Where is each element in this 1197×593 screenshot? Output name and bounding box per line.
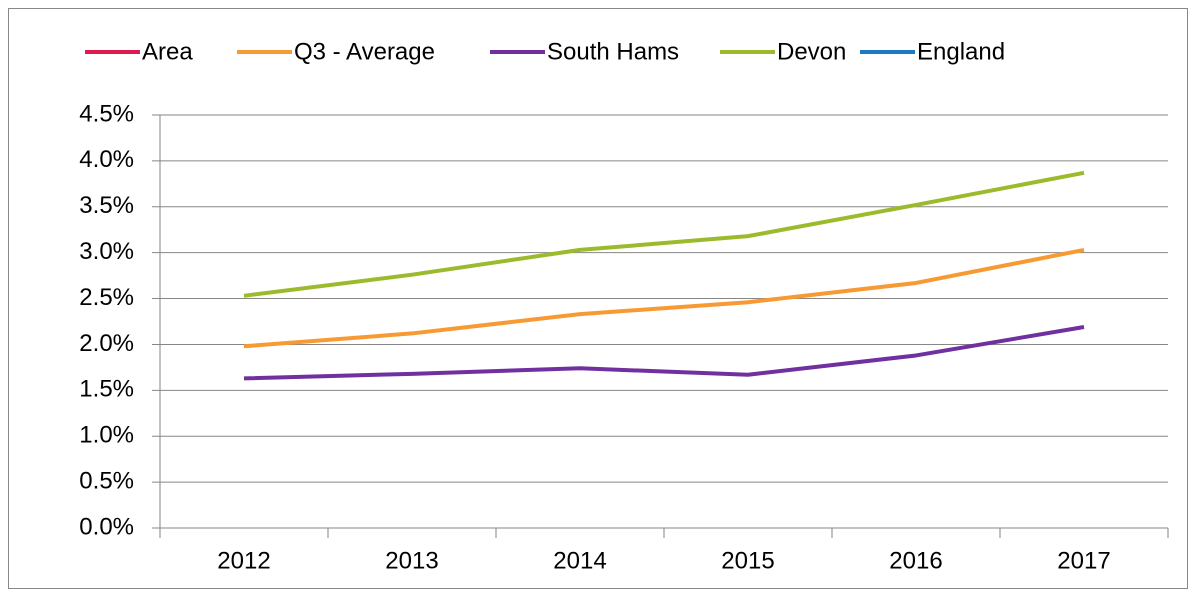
legend-label: South Hams — [547, 38, 679, 65]
x-tick-label: 2016 — [889, 547, 942, 574]
x-tick-label: 2013 — [385, 547, 438, 574]
y-tick-label: 2.0% — [79, 330, 134, 357]
y-tick-label: 2.5% — [79, 284, 134, 311]
legend-label: Q3 - Average — [294, 38, 435, 65]
series-line — [243, 325, 1085, 381]
y-tick-label: 4.5% — [79, 100, 134, 127]
chart-border — [8, 8, 1188, 589]
y-tick-label: 4.0% — [79, 146, 134, 173]
x-tick-label: 2015 — [721, 547, 774, 574]
legend-label: Devon — [777, 38, 846, 65]
legend-label: England — [917, 38, 1005, 65]
x-tick-label: 2012 — [217, 547, 270, 574]
y-tick-label: 0.5% — [79, 467, 134, 494]
x-tick-label: 2014 — [553, 547, 606, 574]
y-tick-label: 3.5% — [79, 192, 134, 219]
series-line — [243, 170, 1085, 298]
y-tick-label: 0.0% — [79, 513, 134, 540]
x-tick-label: 2017 — [1057, 547, 1110, 574]
y-tick-label: 1.5% — [79, 376, 134, 403]
y-tick-label: 3.0% — [79, 238, 134, 265]
legend-label: Area — [142, 38, 193, 65]
series-line — [243, 247, 1085, 349]
y-tick-label: 1.0% — [79, 422, 134, 449]
